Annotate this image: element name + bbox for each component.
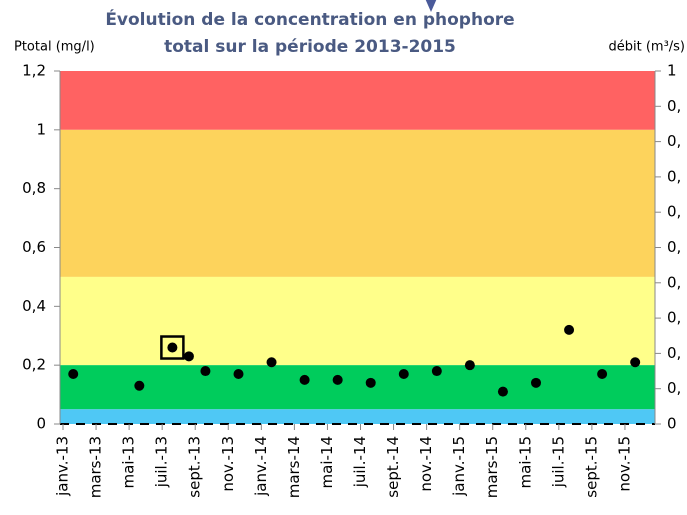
threshold-band (60, 409, 655, 424)
x-tick-label: sept.-14 (384, 436, 402, 498)
data-point (233, 368, 244, 379)
x-tick-label: nov.-14 (417, 436, 435, 492)
y2-tick-label: 0, (667, 132, 681, 150)
data-point (597, 368, 608, 379)
x-tick-label: mars-14 (285, 436, 303, 498)
y2-tick-label: 0, (667, 203, 681, 221)
y-tick-label: 1 (36, 120, 46, 138)
y-tick-label: 0,6 (22, 238, 46, 256)
data-point (167, 342, 178, 353)
x-tick-label: janv.-13 (54, 436, 72, 497)
data-point (398, 368, 409, 379)
data-point (531, 377, 541, 388)
x-tick-label: janv.-15 (450, 436, 468, 497)
x-tick-label: mai-14 (318, 436, 336, 488)
x-tick-label: nov.-15 (615, 436, 633, 492)
y2-tick-label: 0, (667, 97, 681, 115)
threshold-band (60, 71, 655, 130)
x-tick-label: sept.-15 (582, 436, 600, 498)
y2-tick-label: 0, (667, 379, 681, 397)
data-point (299, 374, 310, 385)
y-tick-label: 0,4 (22, 297, 46, 315)
y2-tick-label: 0, (667, 344, 681, 362)
data-point (183, 351, 194, 362)
x-tick-label: sept.-13 (186, 436, 204, 498)
y2-tick-label: 0, (667, 273, 681, 291)
y2-axis-label: débit (m³/s) (608, 40, 685, 55)
x-tick-label: mars-13 (87, 436, 105, 498)
data-point (200, 366, 211, 377)
y2-tick-label: 0, (667, 238, 681, 256)
chart-title: Évolution de la concentration en phophor… (105, 8, 514, 30)
x-tick-label: mai-15 (516, 436, 534, 488)
data-point (68, 368, 79, 379)
threshold-band (60, 276, 655, 366)
x-tick-label: juil.-15 (549, 436, 567, 488)
y2-tick-label: 0, (667, 167, 681, 185)
x-tick-label: juil.-13 (153, 436, 171, 488)
selection-box (160, 335, 185, 360)
x-tick-label: juil.-14 (351, 436, 369, 488)
data-point (134, 380, 145, 391)
y-tick-label: 0,2 (22, 356, 46, 374)
y-tick-label: 0 (36, 415, 46, 433)
cursor-marker (425, 0, 437, 12)
threshold-band (60, 365, 655, 410)
y-tick-label: 0,8 (22, 179, 46, 197)
y-axis-label: Ptotal (mg/l) (14, 40, 95, 55)
data-point (564, 324, 575, 335)
data-point (266, 357, 277, 368)
x-tick-label: janv.-14 (252, 436, 270, 497)
data-point (431, 366, 442, 377)
data-point (630, 357, 641, 368)
data-point (464, 360, 475, 371)
y2-tick-label: 0, (667, 309, 681, 327)
data-point (365, 377, 376, 388)
x-tick-label: nov.-13 (219, 436, 237, 492)
x-tick-label: mars-15 (483, 436, 501, 498)
threshold-band (60, 129, 655, 277)
y-tick-label: 1,2 (22, 62, 46, 80)
chart-subtitle: total sur la période 2013-2015 (164, 37, 456, 57)
data-point (497, 386, 508, 397)
data-point (332, 374, 343, 385)
x-tick-label: mai-13 (120, 436, 138, 488)
y2-tick-label: 0 (667, 415, 677, 433)
y2-tick-label: 1 (667, 62, 677, 80)
